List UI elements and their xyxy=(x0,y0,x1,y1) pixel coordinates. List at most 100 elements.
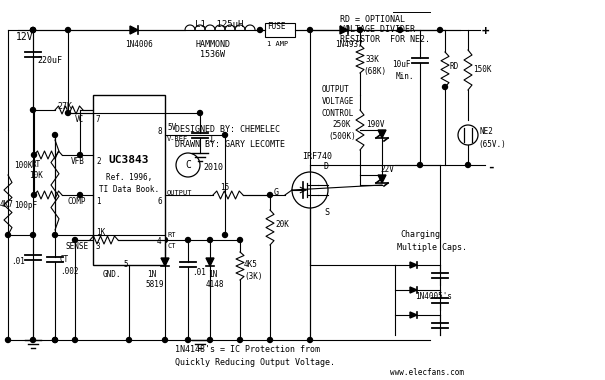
Text: 4: 4 xyxy=(157,237,162,246)
Circle shape xyxy=(53,133,57,138)
Text: 4K5: 4K5 xyxy=(244,260,258,269)
Circle shape xyxy=(53,337,57,342)
Circle shape xyxy=(31,152,36,157)
Circle shape xyxy=(65,111,71,116)
Circle shape xyxy=(186,238,191,242)
Circle shape xyxy=(65,27,71,33)
Text: VC: VC xyxy=(75,115,84,124)
Polygon shape xyxy=(378,175,386,183)
Text: RT: RT xyxy=(167,232,175,238)
Text: (3K): (3K) xyxy=(244,272,263,281)
Text: 22V: 22V xyxy=(380,165,394,174)
Text: CONTROL: CONTROL xyxy=(322,109,355,118)
Circle shape xyxy=(223,233,227,238)
Text: .01: .01 xyxy=(192,268,206,277)
Text: (68K): (68K) xyxy=(363,67,386,76)
Text: +: + xyxy=(482,25,489,38)
Text: 20K: 20K xyxy=(275,220,289,229)
Text: 150K: 150K xyxy=(473,65,491,74)
Text: 8: 8 xyxy=(157,127,162,136)
Text: 3: 3 xyxy=(96,242,100,251)
Circle shape xyxy=(417,163,422,168)
Circle shape xyxy=(31,193,36,198)
Circle shape xyxy=(30,233,36,238)
Text: -: - xyxy=(487,160,494,174)
Text: .01: .01 xyxy=(11,257,25,266)
Polygon shape xyxy=(161,258,169,266)
Circle shape xyxy=(73,337,77,342)
Text: HAMMOND: HAMMOND xyxy=(195,40,230,49)
Text: 4148: 4148 xyxy=(206,280,224,289)
Circle shape xyxy=(30,337,36,342)
Text: CT: CT xyxy=(60,255,69,264)
Text: 1536W: 1536W xyxy=(200,50,225,59)
Text: CT: CT xyxy=(167,243,175,249)
Polygon shape xyxy=(378,130,386,138)
Text: 1N: 1N xyxy=(208,270,217,279)
Circle shape xyxy=(442,84,448,90)
Text: 5V: 5V xyxy=(167,123,176,132)
Text: 1N4148's = IC Protection from: 1N4148's = IC Protection from xyxy=(175,345,320,354)
Text: D: D xyxy=(324,162,329,171)
Circle shape xyxy=(238,337,243,342)
Text: 1: 1 xyxy=(96,197,100,206)
Circle shape xyxy=(238,238,243,242)
Text: .002: .002 xyxy=(60,267,79,276)
Circle shape xyxy=(73,238,77,242)
Text: RT: RT xyxy=(31,160,41,169)
Circle shape xyxy=(208,238,212,242)
Bar xyxy=(265,23,295,37)
Circle shape xyxy=(30,27,36,33)
Text: L1  125uH: L1 125uH xyxy=(195,20,243,29)
Text: VOLTAGE DIVIDER: VOLTAGE DIVIDER xyxy=(340,25,415,34)
Text: (65V.): (65V.) xyxy=(478,140,506,149)
Polygon shape xyxy=(130,26,138,34)
Circle shape xyxy=(186,337,191,342)
Polygon shape xyxy=(410,287,417,293)
Circle shape xyxy=(267,337,272,342)
Text: 220uF: 220uF xyxy=(37,56,62,65)
Text: www.elecfans.com: www.elecfans.com xyxy=(390,368,464,377)
Circle shape xyxy=(358,27,362,33)
Text: Quickly Reducing Output Voltage.: Quickly Reducing Output Voltage. xyxy=(175,358,335,367)
Text: Ref. 1996,: Ref. 1996, xyxy=(106,173,152,182)
Polygon shape xyxy=(410,312,417,318)
Circle shape xyxy=(208,337,212,342)
Text: 100K: 100K xyxy=(14,161,33,170)
Text: 10uF: 10uF xyxy=(392,60,411,69)
Circle shape xyxy=(5,337,10,342)
Text: Min.: Min. xyxy=(396,72,414,81)
Text: 1N4006: 1N4006 xyxy=(125,40,152,49)
Text: OUTPUT: OUTPUT xyxy=(167,190,192,196)
Text: OUTPUT: OUTPUT xyxy=(322,85,350,94)
Circle shape xyxy=(258,27,263,33)
Polygon shape xyxy=(410,262,417,268)
Text: 2: 2 xyxy=(96,157,100,166)
Text: G: G xyxy=(274,188,279,197)
Text: 27K: 27K xyxy=(57,102,72,111)
Text: 1 AMP: 1 AMP xyxy=(267,41,288,47)
Text: VFB: VFB xyxy=(71,157,85,166)
Text: VOLTAGE: VOLTAGE xyxy=(322,97,355,106)
Text: S: S xyxy=(324,208,329,217)
Circle shape xyxy=(163,337,168,342)
Circle shape xyxy=(126,337,131,342)
Polygon shape xyxy=(206,258,214,266)
Text: 5: 5 xyxy=(123,260,128,269)
Circle shape xyxy=(223,133,227,138)
Text: .1: .1 xyxy=(204,135,214,144)
Text: 33K: 33K xyxy=(365,55,379,64)
Text: RD: RD xyxy=(449,62,458,71)
Text: Multiple Caps.: Multiple Caps. xyxy=(397,243,467,252)
Circle shape xyxy=(77,193,82,198)
Text: (500K): (500K) xyxy=(328,132,356,141)
Text: 10K: 10K xyxy=(29,171,43,180)
Text: RD = OPTIONAL: RD = OPTIONAL xyxy=(340,15,405,24)
Text: 4K7: 4K7 xyxy=(0,200,14,209)
Text: Charging: Charging xyxy=(400,230,440,239)
Bar xyxy=(93,95,165,265)
Text: C: C xyxy=(185,160,191,170)
Text: SENSE: SENSE xyxy=(65,242,88,251)
Text: GND.: GND. xyxy=(103,270,122,279)
Text: 190V: 190V xyxy=(366,120,385,129)
